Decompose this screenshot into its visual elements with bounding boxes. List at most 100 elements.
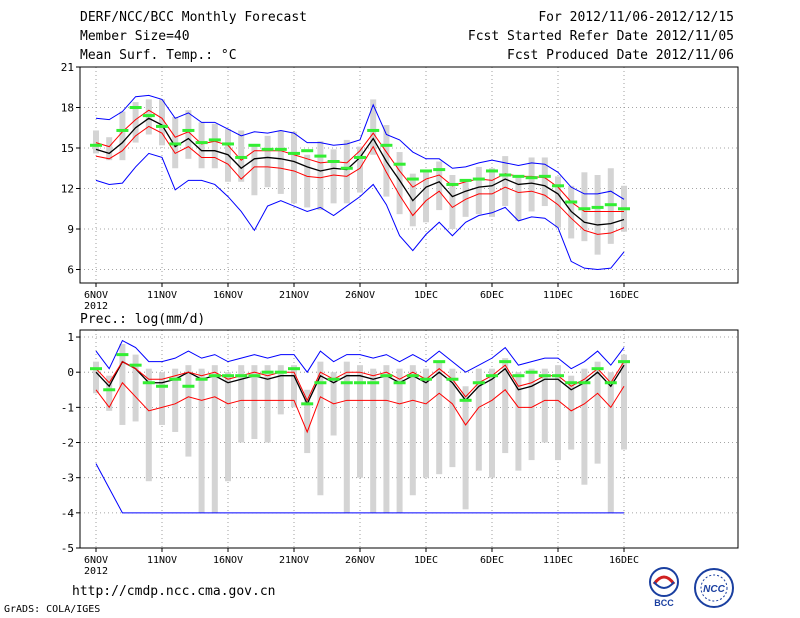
p2-box-17	[317, 361, 324, 496]
ncc-logo: NCC	[694, 568, 734, 608]
p1-obs-marker-5	[156, 124, 168, 128]
p1-box-21	[370, 99, 377, 155]
p1-obs-marker-4	[142, 114, 155, 118]
p2-box-6	[172, 368, 179, 432]
p2-obs-marker-40	[618, 360, 630, 364]
p1-obs-marker-25	[420, 169, 432, 173]
p1-panel: 6 9 12 15 18 21 6NOV 11NOV 16NOV 21NOV 26NOV 1DEC 6D…	[61, 61, 739, 312]
p2-obs-marker-8	[195, 377, 208, 381]
p2-box-8	[198, 368, 205, 513]
p2-box-15	[291, 365, 297, 408]
p2-box-12	[251, 365, 258, 439]
p2-box-38	[594, 361, 601, 464]
p2-ytick-label-1: -4	[61, 507, 75, 520]
p1-box-13	[264, 135, 271, 188]
website-url[interactable]: http://cmdp.ncc.cma.gov.cn	[72, 584, 276, 599]
p2-box-21	[370, 368, 377, 513]
p2-ytick-label-4: -1	[61, 401, 74, 414]
p1-xtick-label-2: 16NOV	[213, 290, 243, 301]
p2-obs-marker-18	[327, 377, 340, 381]
p1-box-5	[159, 99, 165, 146]
p1-box-20	[357, 146, 363, 193]
p1-obs-marker-13	[261, 147, 274, 151]
p1-ytick-label-3: 15	[61, 142, 74, 155]
p1-box-31	[502, 156, 509, 207]
p1-box-17	[317, 141, 324, 211]
p2-obs-marker-16	[301, 402, 314, 406]
p2-box-25	[423, 368, 429, 478]
p1-xtick-label-7: 11DEC	[543, 290, 573, 301]
p2-obs-marker-17	[314, 381, 327, 385]
p2-obs-marker-34	[538, 374, 551, 378]
p1-box-30	[489, 168, 495, 217]
p1-series-min	[95, 152, 625, 271]
p2-box-4	[145, 368, 152, 482]
p1-box-37	[581, 172, 588, 242]
p2-box-19	[343, 361, 350, 513]
p2-xtick-label-2: 16NOV	[213, 555, 243, 566]
bcc-logo-text: BCC	[654, 598, 674, 608]
p1-obs-marker-23	[393, 162, 406, 166]
grads-credit: GrADS: COLA/IGES	[4, 604, 101, 615]
chart-title: DERF/NCC/BCC Monthly Forecast	[80, 10, 307, 25]
p1-box-12	[251, 143, 258, 196]
fcst-produced-date: Fcst Produced Date 2012/11/06	[507, 48, 734, 63]
p2-obs-marker-1	[103, 388, 116, 392]
p1-obs-marker-3	[129, 106, 142, 109]
p1-obs-marker-8	[195, 141, 208, 145]
p1-box-23	[396, 152, 403, 215]
p2-box-30	[489, 368, 495, 478]
p1-xtick-label-3: 21NOV	[279, 290, 309, 301]
p1-box-26	[436, 161, 443, 211]
p1-obs-marker-10	[222, 142, 234, 146]
p2-obs-marker-15	[288, 367, 300, 371]
p2-box-16	[304, 389, 311, 454]
p1-ytick-label-1: 9	[67, 223, 74, 236]
p2-box-36	[568, 375, 575, 450]
p2-box-13	[264, 365, 271, 443]
p2-box-28	[462, 386, 469, 510]
p2-box-40	[621, 354, 627, 450]
p1-xtick-label-6: 6DEC	[480, 290, 504, 301]
p1-obs-marker-34	[538, 174, 551, 178]
p2-box-27	[449, 368, 456, 468]
member-size-label: Member Size=40	[80, 29, 190, 44]
p2-obs-marker-38	[591, 367, 604, 371]
p2-obs-marker-35	[552, 374, 564, 378]
p1-ytick-label-0: 6	[67, 264, 74, 277]
p1-obs-marker-2	[116, 128, 129, 132]
p1-obs-marker-0	[90, 143, 102, 147]
p1-obs-marker-37	[578, 207, 591, 211]
p2-obs-marker-26	[433, 360, 446, 364]
p2-box-39	[607, 372, 614, 513]
p1-obs-marker-36	[565, 200, 578, 204]
p2-obs-marker-7	[182, 384, 195, 388]
p2-obs-marker-5	[156, 384, 168, 388]
p1-obs-marker-28	[459, 178, 472, 182]
p2-obs-marker-19	[340, 381, 353, 385]
p1-obs-marker-29	[472, 177, 485, 181]
p1-obs-marker-26	[433, 168, 446, 172]
p2-obs-marker-29	[472, 381, 485, 385]
p2-ytick-label-6: 1	[67, 331, 74, 344]
p2-obs-marker-4	[142, 381, 155, 385]
p2-obs-marker-21	[367, 381, 380, 385]
p1-box-18	[330, 149, 337, 204]
p1-box-34	[541, 157, 548, 207]
p2-box-23	[396, 368, 403, 513]
p1-box-0	[93, 130, 99, 154]
p2-box-35	[555, 365, 561, 461]
p1-obs-marker-40	[618, 207, 630, 211]
p1-obs-marker-12	[248, 143, 261, 147]
p1-obs-marker-14	[274, 147, 287, 151]
p2-ytick-label-5: 0	[67, 366, 74, 379]
p2-box-33	[528, 368, 535, 461]
p1-obs-marker-21	[367, 128, 380, 132]
p2-obs-marker-27	[446, 377, 459, 381]
p1-xtick-label-0: 6NOV	[84, 290, 108, 301]
p1-obs-marker-22	[380, 143, 393, 147]
p2-obs-marker-9	[208, 374, 221, 378]
p2-xtick-label-4: 26NOV	[345, 555, 375, 566]
p1-box-33	[528, 157, 535, 212]
p1-obs-marker-6	[169, 142, 182, 146]
